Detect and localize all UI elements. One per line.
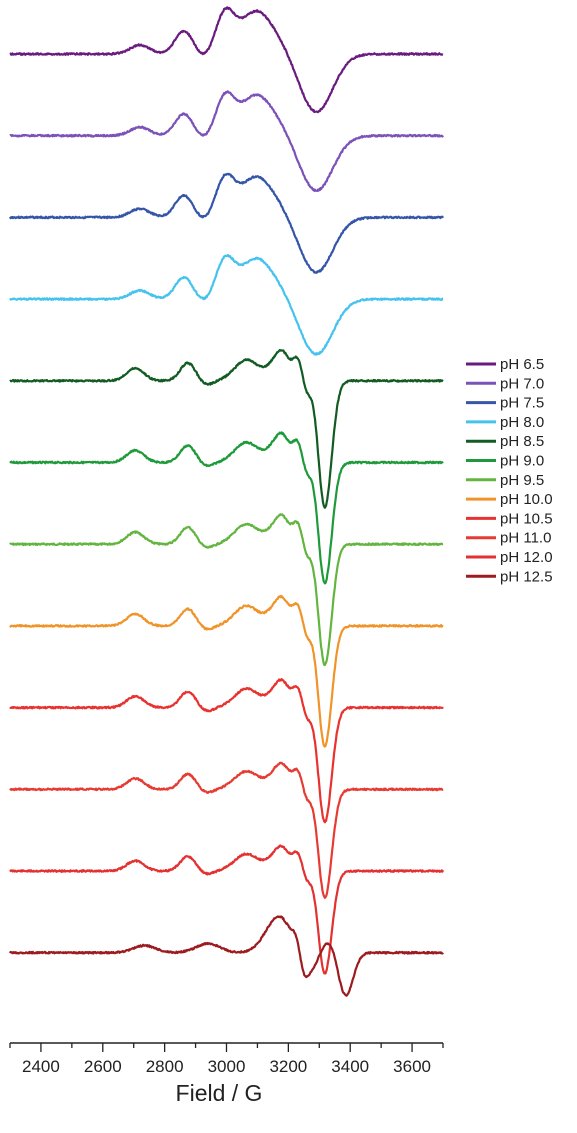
x-tick-label: 3200: [269, 1057, 307, 1076]
series-line: [9, 90, 444, 192]
legend-entry-label: pH 7.5: [500, 395, 544, 412]
series-line: [9, 761, 444, 899]
x-tick-label: 3000: [208, 1057, 246, 1076]
legend-entry-label: pH 11.0: [500, 530, 551, 547]
series-line: [9, 513, 444, 667]
x-axis-title: Field / G: [176, 1080, 263, 1106]
series-line: [9, 594, 444, 748]
x-axis: 2400 2600 2800 3000 3200 3400 3600: [9, 1042, 444, 1076]
legend-entry-label: pH 12.0: [500, 549, 553, 566]
x-tick-label: 2600: [84, 1057, 122, 1076]
x-tick-label: 2400: [22, 1057, 60, 1076]
legend-entry-label: pH 8.0: [500, 414, 544, 431]
series-line: [9, 678, 444, 824]
spectra-traces: [9, 6, 445, 997]
series-line: [9, 915, 444, 997]
x-tick-label: 2800: [146, 1057, 184, 1076]
series-line: [9, 431, 444, 585]
series-line: [9, 254, 444, 356]
legend-entry-label: pH 9.5: [500, 472, 544, 489]
series-line: [9, 6, 444, 114]
series-line: [9, 172, 444, 274]
legend-entry-label: pH 8.5: [500, 433, 544, 450]
series-line: [9, 349, 444, 509]
legend-entry-label: pH 10.0: [500, 491, 553, 508]
legend-entry-label: pH 10.5: [500, 510, 553, 527]
legend: pH 6.5 pH 7.0 pH 7.5 pH 8.0 pH 8.5 pH 9.0 pH 9…: [466, 356, 553, 585]
legend-entry-label: pH 12.5: [500, 568, 553, 585]
x-tick-label: 3600: [393, 1057, 431, 1076]
series-line: [9, 844, 445, 975]
legend-entry-label: pH 7.0: [500, 375, 544, 392]
legend-entry-label: pH 6.5: [500, 356, 544, 373]
x-tick-label: 3400: [331, 1057, 369, 1076]
legend-entry-label: pH 9.0: [500, 453, 544, 470]
